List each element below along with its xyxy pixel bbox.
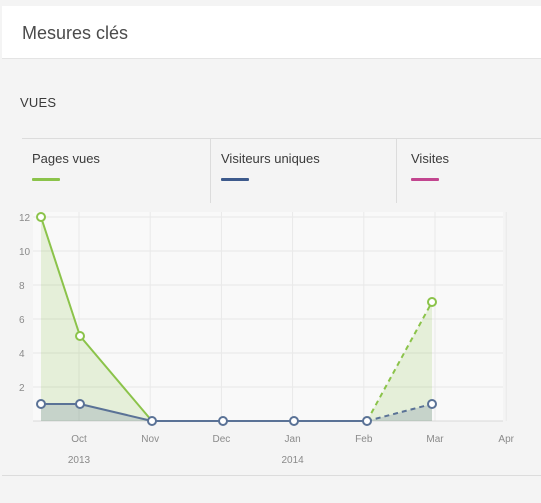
y-tick-label: 10	[19, 247, 31, 258]
x-tick-label: Oct	[71, 434, 87, 445]
tab-separator	[210, 139, 211, 203]
tab-label: Pages vues	[32, 151, 100, 166]
x-tick-label: Nov	[141, 434, 159, 445]
tab-visiteurs-uniques[interactable]: Visiteurs uniques	[211, 139, 397, 203]
tab-label: Visiteurs uniques	[221, 151, 320, 166]
series-swatch-pages-vues	[32, 178, 60, 181]
series-line	[366, 403, 433, 422]
data-point	[427, 399, 437, 409]
panel-header: Mesures clés	[2, 6, 541, 59]
x-tick-label: Jan	[285, 434, 301, 445]
data-point	[427, 297, 437, 307]
panel-title: Mesures clés	[22, 23, 129, 43]
chart-svg: 2 4 6 8 10 12 Oct Nov Dec Jan Feb Mar Apr 2013 2014	[19, 212, 515, 466]
top-strip	[0, 0, 541, 6]
panel-footer	[2, 475, 541, 503]
x-tick-label: Feb	[355, 434, 373, 445]
series-area	[41, 217, 152, 421]
series-line	[79, 335, 153, 422]
series-line	[40, 216, 81, 337]
y-tick-label: 12	[19, 213, 31, 224]
line-chart: 2 4 6 8 10 12 Oct Nov Dec Jan Feb Mar Apr 2013 2014	[0, 206, 541, 474]
year-label: 2014	[281, 455, 304, 466]
data-point	[75, 399, 85, 409]
series-line	[79, 403, 153, 422]
tab-label: Visites	[411, 151, 450, 166]
x-tick-label: Dec	[213, 434, 231, 445]
y-tick-label: 4	[19, 349, 25, 360]
series-line	[366, 301, 433, 422]
data-point	[218, 416, 228, 426]
series-swatch-visiteurs-uniques	[221, 178, 249, 181]
divider	[22, 138, 541, 139]
data-point	[36, 212, 46, 222]
x-tick-label: Mar	[426, 434, 444, 445]
metric-tabs: Pages vues Visiteurs uniques Visites	[22, 139, 541, 203]
year-label: 2013	[68, 455, 91, 466]
data-point	[75, 331, 85, 341]
tab-pages-vues[interactable]: Pages vues	[22, 139, 211, 203]
data-point	[362, 416, 372, 426]
data-point	[36, 399, 46, 409]
data-point	[147, 416, 157, 426]
y-tick-label: 8	[19, 281, 25, 292]
y-tick-label: 6	[19, 315, 25, 326]
tab-visites[interactable]: Visites	[397, 139, 541, 203]
series-swatch-visites	[411, 178, 439, 181]
data-point	[289, 416, 299, 426]
tab-separator	[396, 139, 397, 203]
y-tick-label: 2	[19, 383, 25, 394]
section-title: VUES	[20, 95, 57, 110]
x-tick-label: Apr	[498, 434, 514, 445]
